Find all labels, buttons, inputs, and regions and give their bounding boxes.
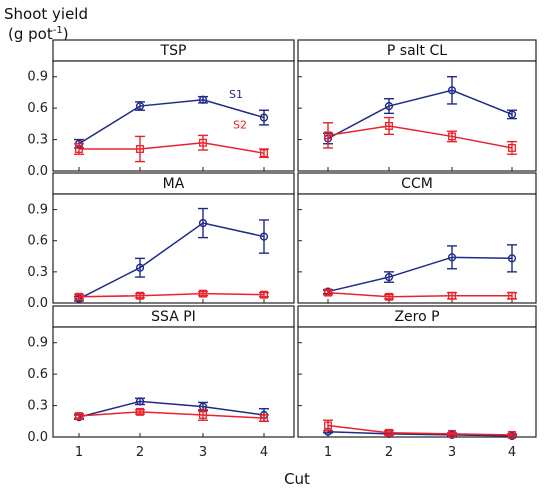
panel-p-salt-cl-series-2-point [324,131,332,140]
panel-tsp-series-2-label: S2 [233,119,247,132]
panel-zero-p: Zero P 1 2 3 4 [297,305,537,460]
x-tick-label: 2 [385,445,393,460]
x-axis-title: Cut [284,470,310,488]
y-tick-label: 0.6 [27,234,48,249]
panel-ssa-pi-plot-frame [52,326,295,438]
panel-zero-p-series-2-line [327,424,513,436]
y-tick-label: 0.6 [27,367,48,382]
panel-ssa-pi-series-1-line [78,400,265,418]
panel-zero-p-plot-frame [297,326,537,438]
panel-p-salt-cl-series-2-point [448,132,456,141]
panel-ma-series-1-point [259,232,269,241]
panel-ccm: CCM [297,172,537,304]
panel-p-salt-cl-series-2-point [385,122,393,130]
panel-ma-plot-frame [52,193,295,304]
panel-ma-series-2-point [75,292,83,301]
panel-zero-p-series-2-point [508,430,516,439]
panel-ma-series-1-point [198,218,208,228]
panel-tsp-plot-frame [52,60,295,172]
panel-tsp-series-2-line [79,141,265,154]
panel-tsp-series-2-point [136,145,144,153]
panel-ccm-series-1-point [384,272,394,282]
x-tick-label: 4 [260,445,268,460]
panel-p-salt-cl-series-1-point [384,101,394,111]
y-tick-label: 0.0 [27,164,48,179]
panel-ma-series-1-point [135,263,145,272]
y-tick-label: 0.0 [27,296,48,311]
y-axis-title-line2: (g pot-1) [8,25,69,43]
y-tick-label: 0.6 [27,101,48,116]
panel-zero-p-series-2-point [448,429,456,438]
panel-tsp-series-2-point [75,145,83,153]
panel-tsp-series-1-point [198,95,208,104]
panel-ccm-series-2-point [508,291,516,300]
y-axis-title-line1: Shoot yield [4,5,88,23]
panel-p-salt-cl-title: P salt CL [387,43,447,59]
panel-ssa-pi-series-2-point [75,412,83,420]
panel-ssa-pi-title: SSA PI [151,309,196,325]
panel-ssa-pi-series-1-point [135,397,145,406]
panel-p-salt-cl-series-1-line [327,89,513,140]
panel-tsp-title: TSP [160,43,187,59]
panel-tsp-series-1-point [135,101,145,111]
y-tick-label: 0.3 [27,399,48,414]
panel-tsp: TSP 0.0 0.3 0.6 0.9 S1 S2 [27,39,295,179]
panel-p-salt-cl-series-1-point [507,110,517,119]
panel-p-salt-cl-plot-frame [297,60,537,172]
panel-ma-title: MA [163,176,185,192]
panel-ma-series-2-line [78,292,265,298]
panel-tsp-series-1-label: S1 [229,88,243,101]
y-tick-label: 0.3 [27,265,48,280]
panel-ccm-title: CCM [401,176,433,192]
panel-ma-series-2-point [260,290,268,299]
panel-ccm-series-2-point [448,291,456,300]
panel-ccm-plot-frame [297,193,537,304]
panel-zero-p-series-1-line [327,431,513,437]
panel-ccm-series-2-line [327,291,512,298]
panel-ssa-pi-series-2-point [260,414,268,423]
y-axis-title-unit: (g pot [8,25,53,43]
y-axis-title-close: ) [63,25,69,43]
x-tick-label: 3 [199,445,207,460]
panel-ccm-series-2-point [324,288,332,297]
y-tick-label: 0.0 [27,430,48,445]
panel-zero-p-series-2-point [385,428,393,437]
panel-zero-p-title: Zero P [394,309,439,325]
y-tick-label: 0.9 [27,70,48,85]
panel-ma: MA 0.0 0.3 0.6 0.9 [27,172,295,311]
x-tick-label: 1 [75,445,83,460]
panel-zero-p-series-2-point [324,421,332,430]
panel-ma-series-1-line [78,222,265,300]
y-tick-label: 0.9 [27,336,48,351]
panel-ssa-pi-series-2-point [199,411,207,419]
panel-tsp-series-1-line [78,99,265,145]
panel-tsp-series-2-point [260,149,268,158]
panels-group: TSP 0.0 0.3 0.6 0.9 S1 S2 P salt CL MA 0.0 0.3 0.6 0… [27,39,537,460]
panel-ccm-series-2-point [385,292,393,301]
panel-ssa-pi-series-2-point [136,407,144,416]
panel-tsp-series-2-point [199,138,207,147]
panel-ccm-series-1-point [447,253,457,262]
y-axis-title-superscript: -1 [53,25,63,36]
y-tick-label: 0.9 [27,203,48,218]
panel-tsp-series-1-point [259,113,269,122]
panel-ma-series-2-point [136,291,144,300]
x-tick-label: 2 [136,445,144,460]
panel-ccm-series-1-line [327,256,513,293]
panel-ma-series-2-point [199,289,207,298]
panel-p-salt-cl-series-1-point [447,86,457,95]
x-tick-label: 4 [508,445,516,460]
panel-ssa-pi: SSA PI 0.0 0.3 0.6 0.9 1 2 3 4 [27,305,295,460]
panel-p-salt-cl-series-2-line [327,125,513,149]
panel-p-salt-cl: P salt CL [297,39,537,172]
panel-p-salt-cl-series-2-point [508,144,516,152]
panel-ccm-series-1-point [507,254,517,263]
x-tick-label: 1 [324,445,332,460]
y-tick-label: 0.3 [27,133,48,148]
panel-ssa-pi-series-2-line [78,411,265,419]
x-tick-label: 3 [448,445,456,460]
